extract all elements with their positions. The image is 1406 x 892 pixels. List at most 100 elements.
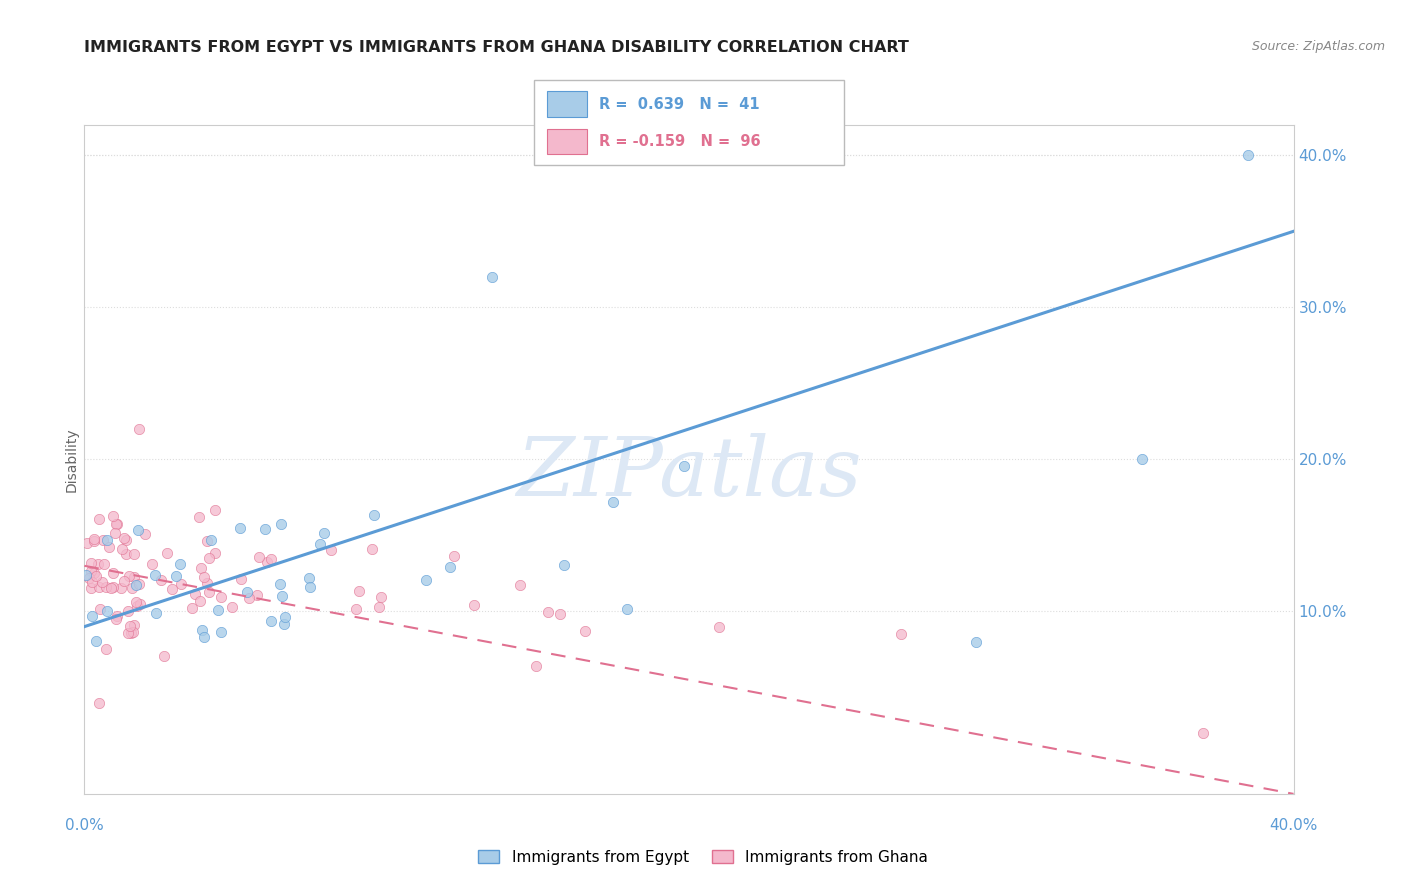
- Point: [259, 551, 281, 566]
- Point: [574, 624, 596, 639]
- FancyBboxPatch shape: [534, 80, 844, 165]
- Point: [100, 581, 122, 595]
- Point: [91, 575, 114, 590]
- Point: [75, 567, 97, 582]
- Point: [191, 623, 214, 637]
- Point: [209, 590, 232, 604]
- Point: [415, 573, 437, 587]
- Point: [145, 606, 167, 620]
- Point: [193, 630, 215, 644]
- Point: [273, 610, 295, 624]
- Point: [83, 566, 105, 580]
- Point: [124, 578, 146, 592]
- Point: [87, 512, 110, 526]
- Point: [134, 527, 156, 541]
- Point: [221, 599, 243, 614]
- Text: 0.0%: 0.0%: [65, 818, 104, 832]
- Point: [190, 561, 212, 575]
- Point: [349, 584, 371, 599]
- Point: [270, 517, 292, 532]
- Point: [229, 573, 252, 587]
- Point: [965, 635, 987, 649]
- Point: [602, 495, 624, 509]
- Point: [1237, 148, 1260, 162]
- Point: [195, 533, 218, 548]
- Point: [101, 580, 124, 594]
- Point: [299, 580, 322, 594]
- Point: [309, 537, 332, 551]
- Point: [246, 588, 269, 602]
- Point: [118, 568, 141, 582]
- Point: [1191, 726, 1213, 740]
- Point: [117, 625, 139, 640]
- Point: [269, 577, 291, 591]
- Point: [115, 533, 138, 547]
- Point: [367, 600, 389, 615]
- Point: [124, 594, 146, 608]
- Point: [553, 558, 575, 573]
- Point: [253, 522, 276, 536]
- Point: [118, 619, 141, 633]
- Point: [76, 536, 98, 550]
- Point: [128, 422, 150, 436]
- Text: 40.0%: 40.0%: [1270, 818, 1317, 832]
- Point: [193, 570, 215, 584]
- Point: [127, 524, 149, 538]
- Point: [298, 571, 321, 585]
- Point: [259, 615, 281, 629]
- Point: [82, 575, 104, 590]
- Point: [86, 569, 108, 583]
- FancyBboxPatch shape: [547, 128, 586, 154]
- Point: [195, 576, 218, 591]
- Point: [91, 533, 114, 548]
- FancyBboxPatch shape: [547, 91, 586, 117]
- Point: [94, 642, 117, 657]
- Point: [312, 525, 335, 540]
- Point: [115, 548, 138, 562]
- Point: [80, 581, 103, 595]
- Point: [160, 582, 183, 597]
- Point: [79, 564, 101, 578]
- Point: [360, 541, 382, 556]
- Point: [344, 602, 367, 616]
- Point: [96, 533, 118, 547]
- Point: [188, 509, 211, 524]
- Point: [110, 541, 132, 556]
- Point: [128, 597, 150, 611]
- Text: R =  0.639   N =  41: R = 0.639 N = 41: [599, 96, 759, 112]
- Text: Source: ZipAtlas.com: Source: ZipAtlas.com: [1251, 40, 1385, 54]
- Point: [122, 624, 145, 639]
- Legend: Immigrants from Egypt, Immigrants from Ghana: Immigrants from Egypt, Immigrants from G…: [472, 844, 934, 871]
- Point: [89, 602, 111, 616]
- Point: [709, 619, 731, 633]
- Point: [105, 517, 128, 532]
- Point: [122, 547, 145, 561]
- Point: [124, 570, 146, 584]
- Point: [439, 560, 461, 574]
- Point: [180, 600, 202, 615]
- Point: [94, 580, 117, 594]
- Point: [101, 566, 124, 580]
- Text: ZIPatlas: ZIPatlas: [516, 433, 862, 513]
- Point: [481, 269, 503, 284]
- Point: [238, 591, 260, 605]
- Point: [80, 609, 103, 624]
- Point: [204, 546, 226, 560]
- Point: [128, 577, 150, 591]
- Point: [149, 573, 172, 587]
- Point: [524, 658, 547, 673]
- Point: [672, 458, 695, 473]
- Point: [204, 503, 226, 517]
- Point: [156, 546, 179, 560]
- Point: [121, 581, 143, 595]
- Point: [105, 609, 128, 624]
- Point: [463, 598, 485, 612]
- Point: [143, 568, 166, 582]
- Point: [169, 557, 191, 571]
- Point: [236, 584, 259, 599]
- Point: [110, 581, 132, 595]
- Point: [96, 604, 118, 618]
- Point: [83, 534, 105, 549]
- Point: [270, 589, 292, 603]
- Point: [153, 648, 176, 663]
